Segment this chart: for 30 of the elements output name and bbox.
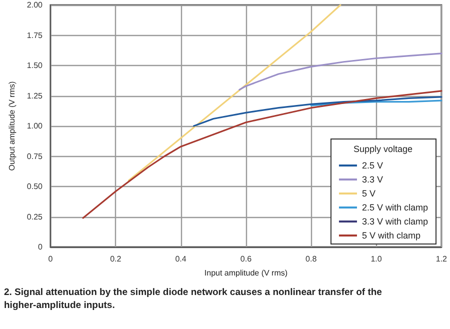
y-tick-label: 1.50	[26, 61, 44, 70]
x-axis-title: Input amplitude (V rms)	[204, 268, 288, 278]
legend-label: 3.3 V with clamp	[362, 216, 428, 226]
legend-label: 3.3 V	[362, 174, 383, 184]
text: 2. Signal attenuation by the simple diode network causes a nonlinear transfer of the higher-amplitude inputs.	[3, 286, 383, 312]
legend-label: 5 V with clamp	[362, 230, 421, 240]
legend-label: 5 V	[362, 188, 376, 198]
x-tick-label: 0.4	[175, 254, 187, 264]
y-tick-label: 0.75	[26, 152, 44, 161]
line-series	[82, 90, 442, 219]
y-tick-label: 2.00	[26, 0, 44, 10]
x-tick-label: 1.0	[370, 254, 382, 264]
y-tick-label: 0	[38, 242, 44, 252]
y-tick-label: 0.25	[26, 212, 44, 222]
y-tick-label: 0.50	[26, 182, 44, 191]
y-tick-label: 1.75	[26, 30, 44, 40]
y-tick-label: 1.00	[26, 122, 44, 130]
x-tick-label: 0.6	[240, 254, 252, 264]
legend-title: Supply voltage	[353, 144, 413, 154]
y-tick-label: 1.25	[26, 91, 44, 100]
legend-label: 2.5 V	[362, 160, 383, 170]
line-series	[238, 52, 442, 90]
y-axis-title: Output amplitude (V rms)	[8, 80, 16, 171]
x-tick-label: 0.8	[306, 254, 318, 264]
line-series	[128, 4, 342, 182]
x-tick-label: 0	[48, 254, 54, 264]
x-tick-label: 1.2	[436, 254, 448, 264]
x-tick-label: 0.2	[110, 254, 122, 264]
legend-label: 2.5 V with clamp	[362, 202, 428, 212]
line-series	[193, 96, 442, 127]
